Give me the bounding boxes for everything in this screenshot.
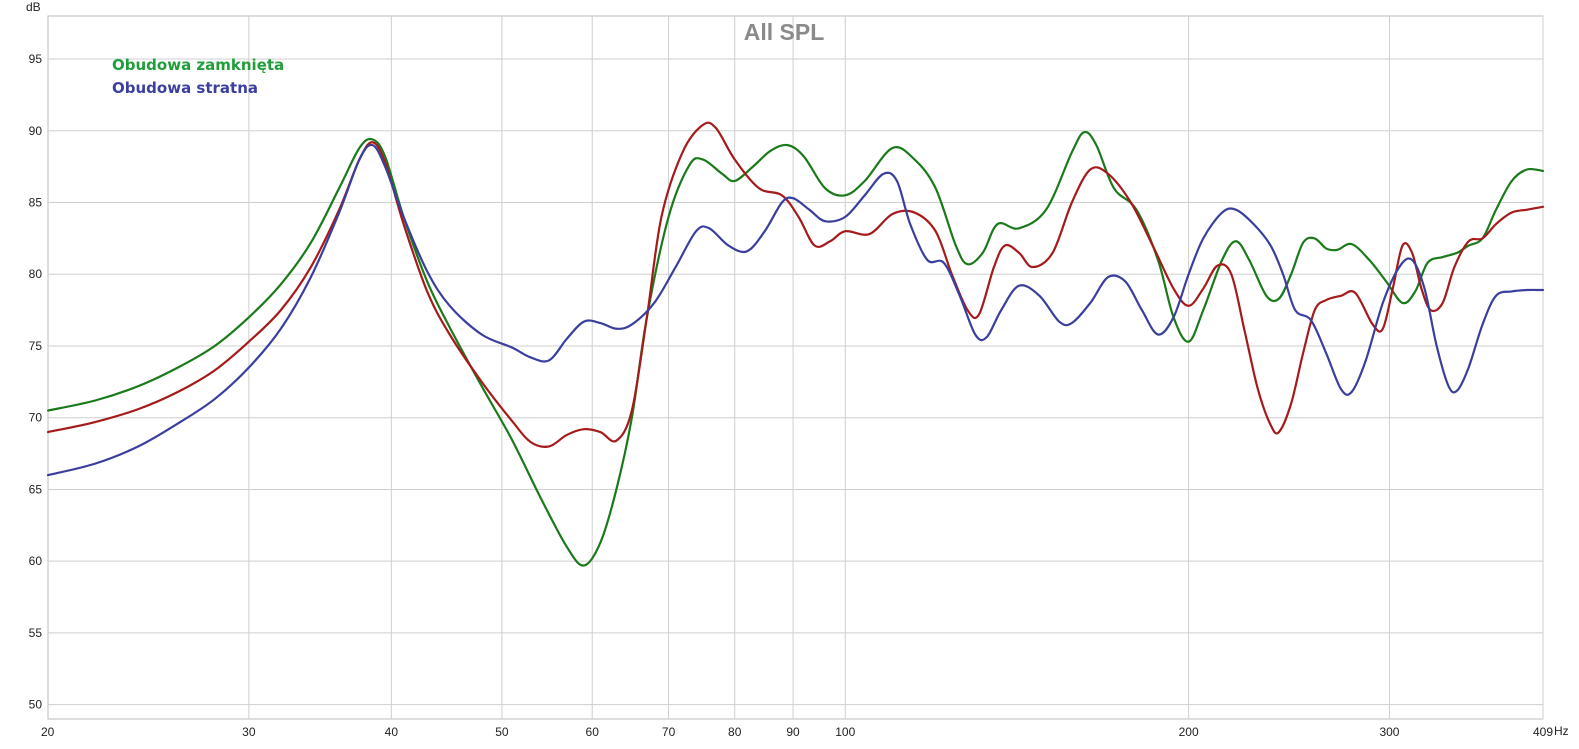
y-tick-label: 60 — [29, 554, 43, 568]
y-tick-label: 55 — [29, 626, 43, 640]
x-tick-label: 90 — [786, 725, 800, 739]
x-tick-labels: 20 30 40 50 60 70 80 90 100 200 300 409 — [41, 725, 1553, 739]
x-tick-label: 100 — [835, 725, 855, 739]
x-tick-label: 50 — [495, 725, 509, 739]
x-tick-label: 409 — [1533, 725, 1553, 739]
legend-entry-obudowa-stratna: Obudowa stratna — [112, 79, 258, 97]
series-line-green — [46, 130, 1545, 567]
series-line-blue — [46, 143, 1545, 477]
y-tick-label: 65 — [29, 482, 43, 496]
x-axis-unit: Hz — [1554, 724, 1569, 738]
y-tick-label: 90 — [29, 124, 43, 138]
y-tick-label: 95 — [29, 52, 43, 66]
x-tick-label: 80 — [728, 725, 742, 739]
y-tick-label: 70 — [29, 411, 43, 425]
x-gridlines — [248, 16, 1544, 719]
chart-title: All SPL — [744, 19, 825, 45]
y-tick-label: 85 — [29, 196, 43, 210]
y-axis-unit: dB — [26, 0, 41, 14]
series-layer — [46, 121, 1545, 567]
y-tick-labels: 50 55 60 65 70 75 80 85 90 95 — [29, 52, 43, 712]
legend: Obudowa zamknięta Obudowa stratna — [112, 56, 284, 97]
x-tick-label: 40 — [385, 725, 399, 739]
x-tick-label: 300 — [1379, 725, 1399, 739]
y-tick-label: 75 — [29, 339, 43, 353]
x-tick-label: 70 — [662, 725, 676, 739]
legend-entry-obudowa-zamknieta: Obudowa zamknięta — [112, 56, 284, 74]
y-tick-label: 80 — [29, 267, 43, 281]
x-tick-label: 20 — [41, 725, 55, 739]
plot-area — [47, 15, 1544, 720]
x-tick-label: 60 — [586, 725, 600, 739]
x-tick-label: 30 — [242, 725, 256, 739]
y-tick-label: 50 — [29, 698, 43, 712]
y-gridlines — [48, 58, 1543, 706]
x-tick-label: 200 — [1179, 725, 1199, 739]
